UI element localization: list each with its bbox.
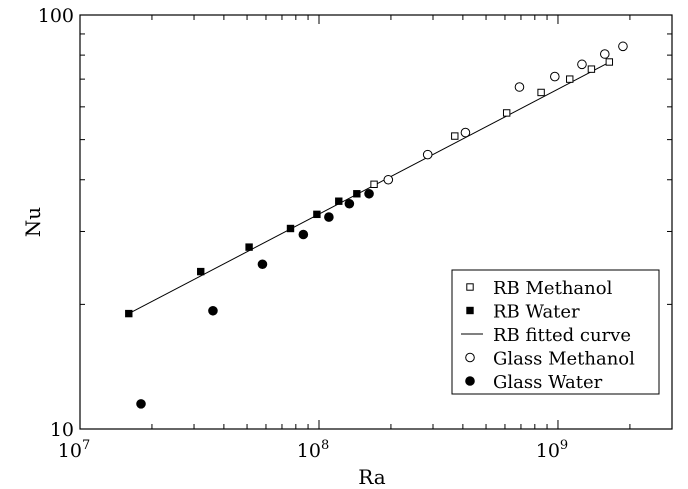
fitted-curve-line <box>128 61 611 315</box>
glass-water-point <box>298 229 309 240</box>
glass-water-point <box>208 305 218 316</box>
legend-marker <box>466 283 474 291</box>
rb-water-point <box>353 190 361 198</box>
rb-methanol-point <box>605 58 614 66</box>
rb-methanol-point <box>587 65 596 73</box>
rb-water-point <box>245 243 253 251</box>
legend-label: RB Water <box>493 302 580 323</box>
x-tick-label: 108 <box>297 438 329 462</box>
rb-water-point <box>125 309 133 318</box>
rb-methanol-point <box>370 180 378 188</box>
glass-methanol-point <box>460 127 471 138</box>
rb-methanol-point <box>502 109 511 117</box>
legend-label: Glass Methanol <box>493 349 635 370</box>
glass-methanol-point <box>422 149 433 160</box>
axes: 107 108 109 10 100 Ra Nu <box>21 5 673 489</box>
glass-methanol-point <box>577 59 587 70</box>
y-tick-label: 10 <box>50 419 74 441</box>
rb-methanol-point <box>537 88 545 97</box>
rb-water-point <box>197 267 205 276</box>
legend-marker <box>465 352 475 363</box>
legend-marker <box>466 306 474 315</box>
rb-water-point <box>286 224 295 233</box>
glass-methanol-point <box>514 82 525 92</box>
glass-water-point <box>257 259 268 270</box>
legend-label: RB fitted curve <box>493 325 631 346</box>
glass-water-point <box>324 212 334 222</box>
legend-marker <box>465 376 475 386</box>
glass-methanol-point <box>618 41 628 52</box>
x-axis-label: Ra <box>358 465 386 489</box>
rb-methanol-point <box>566 75 574 83</box>
x-tick-label: 109 <box>536 438 568 462</box>
legend-box <box>451 269 660 395</box>
rb-water-point <box>335 197 343 205</box>
legend-label: RB Methanol <box>493 278 613 299</box>
rb-water-point <box>313 210 321 219</box>
y-tick-label: 100 <box>38 5 74 27</box>
glass-methanol-point <box>550 71 560 82</box>
glass-water-point <box>344 198 355 209</box>
glass-methanol-point <box>383 174 394 185</box>
glass-water-point <box>136 399 146 409</box>
y-axis-label: Nu <box>21 207 45 238</box>
rb-methanol-point <box>451 132 459 140</box>
x-tick-label: 107 <box>58 438 90 462</box>
plot-frame <box>79 14 673 430</box>
glass-water-point <box>364 188 374 199</box>
legend-label: Glass Water <box>493 372 603 393</box>
glass-methanol-point <box>599 49 610 59</box>
data-series <box>125 41 628 409</box>
